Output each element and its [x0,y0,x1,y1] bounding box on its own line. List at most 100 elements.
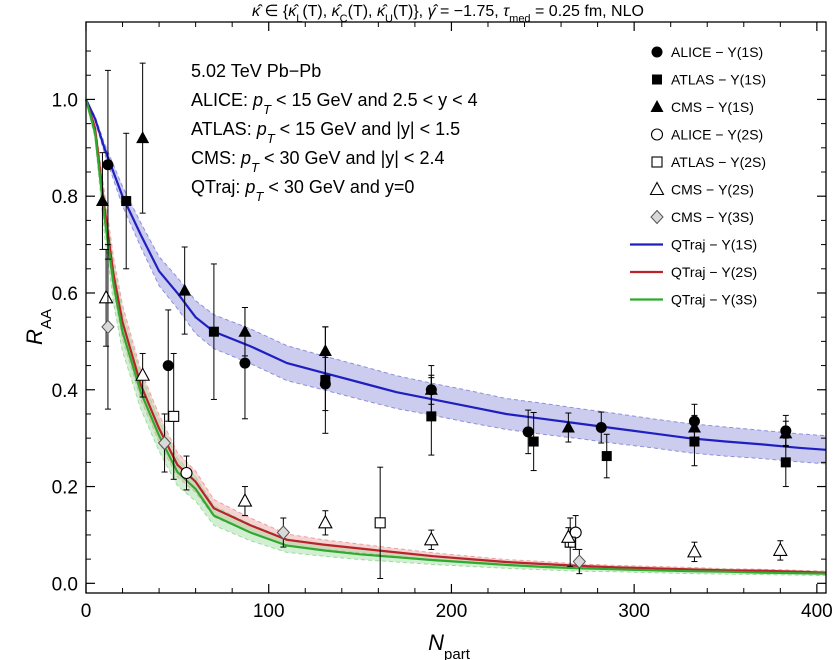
legend-item-atlas-1s: ATLAS − Υ(1S) [652,72,766,88]
y-tick-label: 0.4 [52,381,79,402]
legend: ALICE − Υ(1S) ATLAS − Υ(1S) CMS − Υ(1S) ALI… [630,44,766,308]
legend-item-alice-2s: ALICE − Υ(2S) [650,127,763,143]
legend-item-qtraj-2s: QTraj − Υ(2S) [630,264,757,280]
model-bands [85,99,827,577]
legend-marker [651,46,663,58]
info-line: ATLAS: pT < 15 GeV and |y| < 1.5 [191,119,460,146]
legend-marker [650,209,664,225]
data-point [239,357,251,369]
legend-marker [650,100,664,112]
legend-item-qtraj-1s: QTraj − Υ(1S) [630,237,757,253]
data-point [689,436,700,447]
data-point [772,542,788,556]
band-qtraj-3s [85,99,827,577]
data-point [276,525,291,540]
legend-marker [650,128,664,141]
legend-marker [652,74,662,85]
data-point [374,517,386,529]
x-tick-label: 100 [253,601,285,622]
data-point [168,410,180,422]
legend-item-cms-1s: CMS − Υ(1S) [650,99,754,115]
y-tick-label: 1.0 [52,90,78,111]
info-annotation: 5.02 TeV Pb−Pb ALICE: pT < 15 GeV and 2.5… [191,61,478,204]
data-point [178,283,192,296]
series-cms-3s [101,244,587,575]
x-tick-label: 300 [618,601,650,622]
legend-marker [651,156,663,168]
legend-item-alice-1s: ALICE − Υ(1S) [651,44,763,60]
legend-label: ATLAS − Υ(2S) [671,154,766,170]
series-cms-2s [98,248,788,563]
model-lines [84,98,827,575]
axis-ticks: 0 100 200 300 400 0.0 0.2 0.4 0.6 0.8 1.0 [52,22,833,622]
data-point [237,492,253,507]
y-tick-label: 0.8 [52,187,78,208]
data-point [135,367,151,381]
plot-frame [85,21,827,594]
data-point [595,422,607,434]
series-alice-2s [180,455,582,550]
series-cms-1s [95,62,793,446]
data-point [136,131,150,144]
x-tick-label: 0 [81,601,92,622]
data-point [208,326,219,337]
legend-label: ALICE − Υ(2S) [671,127,763,143]
legend-label: ALICE − Υ(1S) [671,44,763,60]
data-point [687,420,701,433]
legend-item-qtraj-3s: QTraj − Υ(3S) [630,292,757,308]
y-tick-label: 0.6 [52,284,78,305]
data-point [101,319,115,335]
y-axis-label: RAA [22,309,55,345]
data-point [121,196,132,207]
legend-label: QTraj − Υ(3S) [671,292,757,308]
line-qtraj-1s [85,98,827,451]
data-point [162,360,174,372]
data-point [560,529,576,543]
y-tick-label: 0.0 [52,574,78,595]
data-point [780,457,791,468]
data-point [601,451,612,462]
data-points [95,62,793,579]
legend-label: CMS − Υ(1S) [671,99,754,115]
legend-label: CMS − Υ(3S) [671,209,754,225]
legend-label: CMS − Υ(2S) [671,182,754,198]
data-point [238,324,252,337]
data-point [572,554,587,569]
data-point [779,426,793,439]
data-point [320,375,331,386]
legend-marker [649,181,665,196]
y-tick-label: 0.2 [52,478,78,499]
legend-label: ATLAS − Υ(1S) [671,72,766,88]
data-point [102,159,114,171]
data-point [426,411,437,422]
data-point [687,543,702,558]
line-qtraj-3s [84,99,827,575]
legend-label: QTraj − Υ(2S) [671,264,757,280]
info-line: ALICE: pT < 15 GeV and 2.5 < y < 4 [191,90,478,117]
data-point [180,466,193,480]
data-point [157,435,172,451]
data-point [424,382,438,395]
data-point [561,420,575,433]
band-qtraj-1s [85,99,827,465]
x-tick-label: 200 [436,601,468,622]
x-tick-label: 400 [801,601,833,622]
legend-item-atlas-2s: ATLAS − Υ(2S) [651,154,766,170]
data-point [423,531,439,546]
legend-label: QTraj − Υ(1S) [671,237,757,253]
data-point [528,436,539,447]
info-line: QTraj: pT < 30 GeV and y=0 [191,177,414,204]
info-line: CMS: pT < 30 GeV and |y| < 2.4 [191,148,444,175]
x-axis-label: Npart [428,630,471,660]
data-point [317,514,333,529]
data-point [318,344,332,357]
info-line: 5.02 TeV Pb−Pb [191,61,321,81]
legend-item-cms-2s: CMS − Υ(2S) [649,181,754,198]
data-point [522,426,534,438]
chart-title: κ̂ ∈ {κ̂L(T), κ̂C(T), κ̂U(T)}, γ̂ = −1.7… [252,3,644,25]
line-qtraj-2s [84,99,827,574]
data-point [98,289,114,304]
data-point [95,194,109,207]
legend-item-cms-3s: CMS − Υ(3S) [650,209,754,225]
